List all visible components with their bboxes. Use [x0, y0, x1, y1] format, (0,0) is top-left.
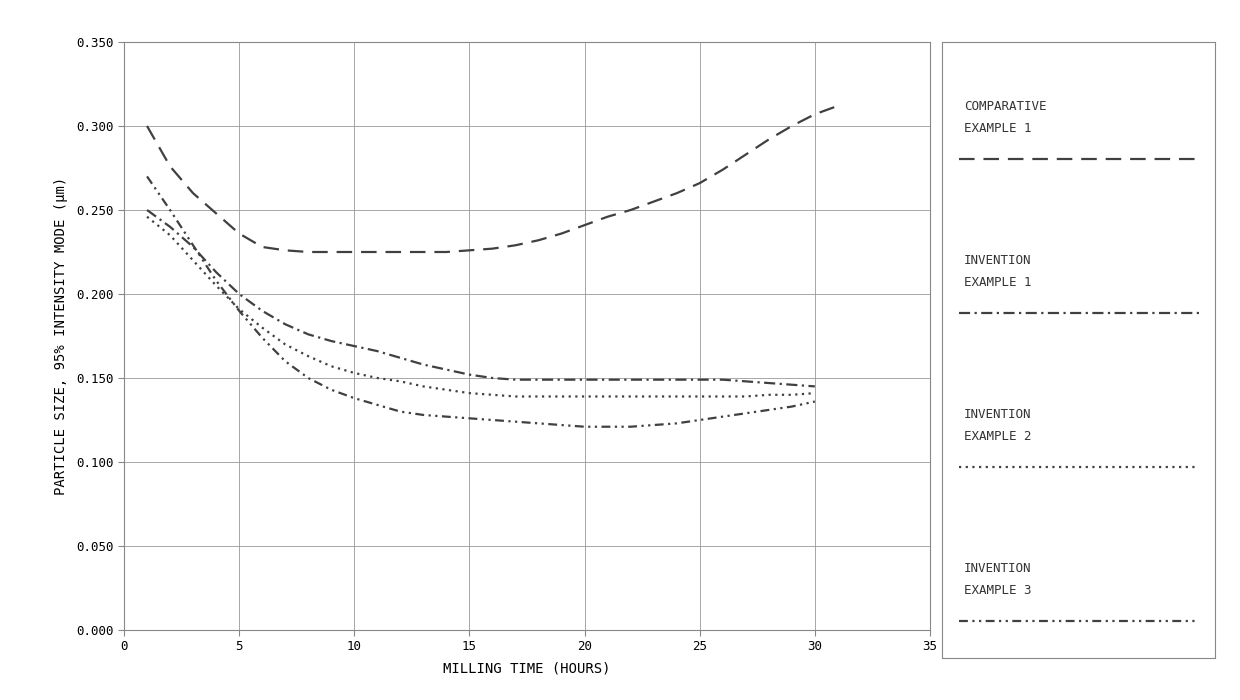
- Text: EXAMPLE 1: EXAMPLE 1: [965, 122, 1032, 134]
- Text: COMPARATIVE: COMPARATIVE: [965, 100, 1047, 113]
- Text: INVENTION: INVENTION: [965, 254, 1032, 267]
- Text: INVENTION: INVENTION: [965, 562, 1032, 575]
- Text: INVENTION: INVENTION: [965, 408, 1032, 421]
- Y-axis label: PARTICLE SIZE, 95% INTENSITY MODE (μm): PARTICLE SIZE, 95% INTENSITY MODE (μm): [53, 177, 68, 495]
- Text: EXAMPLE 2: EXAMPLE 2: [965, 430, 1032, 442]
- Text: EXAMPLE 3: EXAMPLE 3: [965, 584, 1032, 596]
- Text: EXAMPLE 1: EXAMPLE 1: [965, 276, 1032, 288]
- X-axis label: MILLING TIME (HOURS): MILLING TIME (HOURS): [443, 662, 611, 676]
